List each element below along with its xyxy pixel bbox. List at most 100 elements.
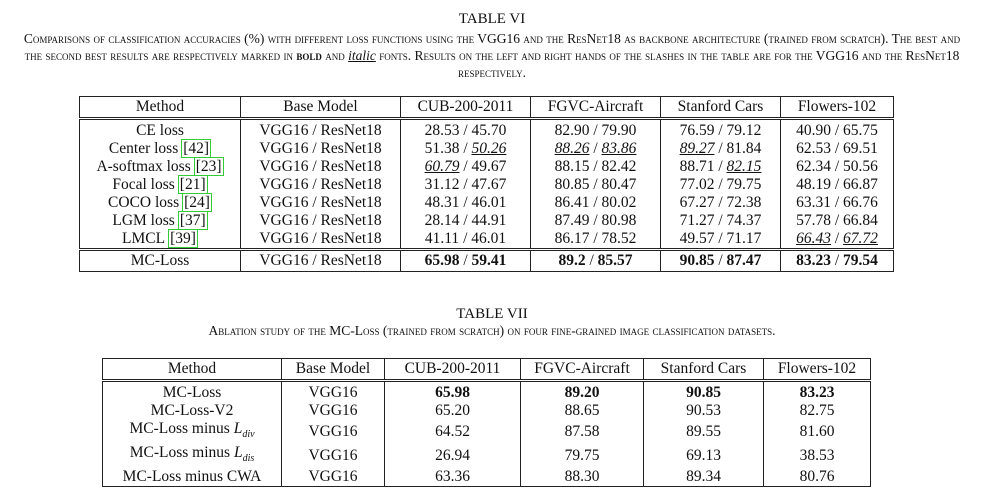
table-row: Focal loss [21] VGG16 / ResNet18 31.12 / 47… <box>79 175 894 194</box>
method-cell: MC-Loss minus Ldiv <box>102 420 282 445</box>
accuracy: 48.19 <box>796 176 831 193</box>
method: MC-Loss-V2 <box>150 402 234 419</box>
method-cell: A-softmax loss [23] <box>79 157 241 176</box>
separator: / <box>463 158 468 175</box>
result-cell: 60.79 / 49.67 <box>400 158 531 176</box>
method-cell: CE loss <box>79 118 241 140</box>
method: Focal loss <box>112 176 175 193</box>
method-cell: LMCL [39] <box>79 229 241 250</box>
result-cell: 79.75 <box>520 444 644 469</box>
table-row: MC-Loss VGG16 / ResNet18 65.98 / 59.41 89.2… <box>79 248 894 272</box>
accuracy: 78.52 <box>601 230 637 247</box>
table-row: CE loss VGG16 / ResNet18 28.53 / 45.70 82.9… <box>79 118 894 140</box>
accuracy: 88.26 <box>554 140 590 157</box>
separator: / <box>834 212 840 229</box>
result-cell: 81.60 <box>763 420 871 445</box>
result-cell: 57.78 / 66.84 <box>780 212 894 230</box>
accuracy: 28.14 <box>424 212 460 229</box>
math-subscript: div <box>242 429 255 441</box>
column-header: Stanford Cars <box>660 96 781 120</box>
base-model: VGG16 / ResNet18 <box>240 176 401 194</box>
result-cell: 66.43 / 67.72 <box>780 230 894 250</box>
accuracy: 51.38 <box>424 140 460 157</box>
separator: / <box>718 122 723 139</box>
accuracy: 57.78 <box>796 212 831 229</box>
base-model: VGG16 / ResNet18 <box>240 230 401 250</box>
table: Method Base Model CUB-200-2011 FGVC-Aircraf… <box>79 96 894 272</box>
separator: / <box>718 252 723 269</box>
table-row: COCO loss [24] VGG16 / ResNet18 48.31 / 46.… <box>79 193 894 212</box>
result-cell: 89.20 <box>520 380 644 402</box>
column-header: FGVC-Aircraft <box>530 96 661 120</box>
method-cell: MC-Loss minus CWA <box>102 468 282 487</box>
accuracy: 59.41 <box>471 252 507 269</box>
caption-italic: italic <box>348 48 376 63</box>
accuracy: 88.71 <box>679 158 715 175</box>
accuracy: 86.41 <box>554 194 590 211</box>
accuracy: 69.51 <box>843 140 878 157</box>
column-header: Flowers-102 <box>780 96 894 120</box>
result-cell: 28.53 / 45.70 <box>400 118 531 140</box>
accuracy: 85.57 <box>597 252 633 269</box>
accuracy: 67.72 <box>843 230 878 247</box>
base-model: VGG16 / ResNet18 <box>240 248 401 272</box>
accuracy: 72.38 <box>726 194 762 211</box>
table-title: TABLE VI <box>458 11 526 27</box>
column-header: CUB-200-2011 <box>400 96 531 120</box>
accuracy: 64.52 <box>435 423 470 441</box>
accuracy: 82.15 <box>726 158 762 175</box>
citation: [37] <box>177 211 208 230</box>
accuracy: 66.84 <box>843 212 878 229</box>
math-subscript: dis <box>242 453 255 465</box>
result-cell: 80.85 / 80.47 <box>530 176 661 194</box>
accuracy: 80.47 <box>601 176 637 193</box>
table-row: MC-Loss minus CWA VGG16 63.36 88.30 89.34 80.… <box>102 468 871 487</box>
column-header: CUB-200-2011 <box>384 358 521 382</box>
method: MC-Loss minus <box>129 444 231 462</box>
column-header: Stanford Cars <box>643 358 764 382</box>
result-cell: 63.36 <box>384 468 521 487</box>
base-model: VGG16 <box>281 468 385 487</box>
table-row: MC-Loss VGG16 65.98 89.20 90.85 83.23 <box>102 380 871 402</box>
caption-text: Comparisons of classification accuracies… <box>23 31 961 63</box>
table-row: LGM loss [37] VGG16 / ResNet18 28.14 / 44.9… <box>79 211 894 230</box>
result-cell: 26.94 <box>384 444 521 469</box>
accuracy: 28.53 <box>424 122 460 139</box>
accuracy: 71.17 <box>726 230 762 247</box>
separator: / <box>593 212 598 229</box>
result-cell: 69.13 <box>643 444 764 469</box>
separator: / <box>834 230 840 247</box>
method: Center loss <box>108 140 179 157</box>
caption-bold: bold <box>296 48 322 63</box>
column-header: Method <box>102 358 282 382</box>
accuracy: 62.34 <box>796 158 831 175</box>
accuracy: 88.15 <box>554 158 590 175</box>
result-cell: 76.59 / 79.12 <box>660 118 781 140</box>
separator: / <box>463 230 468 247</box>
result-cell: 90.85 <box>643 380 764 402</box>
accuracy: 90.85 <box>679 252 715 269</box>
result-cell: 64.52 <box>384 420 521 445</box>
citation: [39] <box>168 229 198 248</box>
method: CE loss <box>136 122 184 139</box>
separator: / <box>593 230 598 247</box>
accuracy: 80.76 <box>799 468 835 486</box>
accuracy: 50.26 <box>471 140 507 157</box>
accuracy: 90.53 <box>686 402 721 419</box>
accuracy: 63.36 <box>435 468 470 486</box>
result-cell: 87.49 / 80.98 <box>530 212 661 230</box>
result-cell: 89.2 / 85.57 <box>530 248 661 272</box>
base-model: VGG16 / ResNet18 <box>240 140 401 158</box>
accuracy: 81.84 <box>726 140 762 157</box>
table: Method Base Model CUB-200-2011 FGVC-Aircraf… <box>102 358 871 488</box>
accuracy: 77.02 <box>679 176 715 193</box>
table-row: MC-Loss minus Ldiv VGG16 64.52 87.58 89.55 81… <box>102 420 871 445</box>
separator: / <box>463 122 468 139</box>
column-header: Base Model <box>281 358 385 382</box>
table-row: MC-Loss minus Ldis VGG16 26.94 79.75 69.13 38… <box>102 444 871 469</box>
result-cell: 62.53 / 69.51 <box>780 140 894 158</box>
citation: [42] <box>181 139 212 158</box>
method-cell: LGM loss [37] <box>79 211 241 230</box>
accuracy: 31.12 <box>424 176 460 193</box>
